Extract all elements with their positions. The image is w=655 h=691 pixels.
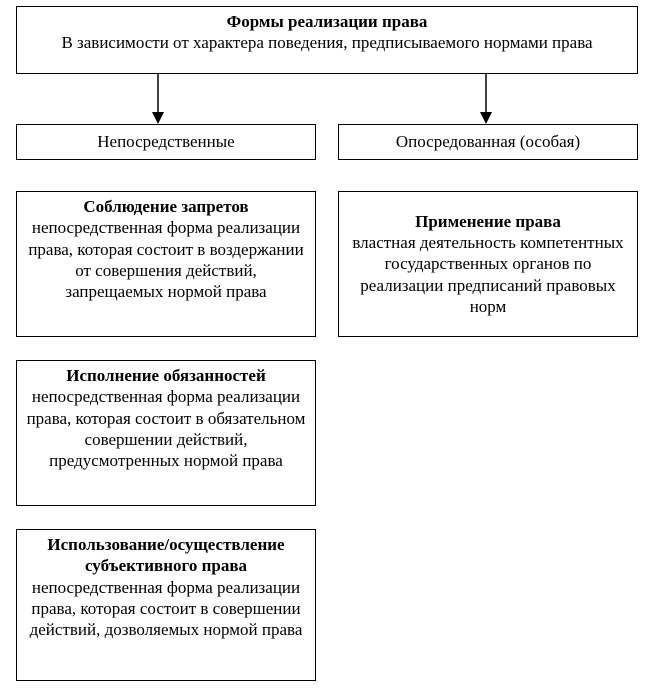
block-right-1-title: Применение права	[347, 211, 629, 232]
header-box: Формы реализации права В зависимости от …	[16, 6, 638, 74]
block-left-1-title: Соблюдение запретов	[25, 196, 307, 217]
block-left-2-title: Исполнение обязанностей	[25, 365, 307, 386]
category-right-label: Опосредованная (особая)	[396, 131, 580, 152]
block-right-1: Применение права властная деятельность к…	[338, 191, 638, 337]
header-subtitle: В зависимости от характера поведения, пр…	[25, 32, 629, 53]
block-left-3: Использование/осуществление субъективног…	[16, 529, 316, 681]
block-left-3-title: Использование/осуществление субъективног…	[25, 534, 307, 577]
block-left-2: Исполнение обязанностей непосредственная…	[16, 360, 316, 506]
category-left: Непосредственные	[16, 124, 316, 160]
block-left-1: Соблюдение запретов непосредственная фор…	[16, 191, 316, 337]
header-title: Формы реализации права	[25, 11, 629, 32]
diagram-canvas: Формы реализации права В зависимости от …	[0, 0, 655, 691]
block-left-3-body: непосредственная форма реализации права,…	[25, 577, 307, 641]
block-right-1-body: властная деятельность компетентных госуд…	[347, 232, 629, 317]
category-right: Опосредованная (особая)	[338, 124, 638, 160]
block-left-2-body: непосредственная форма реализации права,…	[25, 386, 307, 471]
block-left-1-body: непосредственная форма реализации права,…	[25, 217, 307, 302]
category-left-label: Непосредственные	[97, 131, 234, 152]
